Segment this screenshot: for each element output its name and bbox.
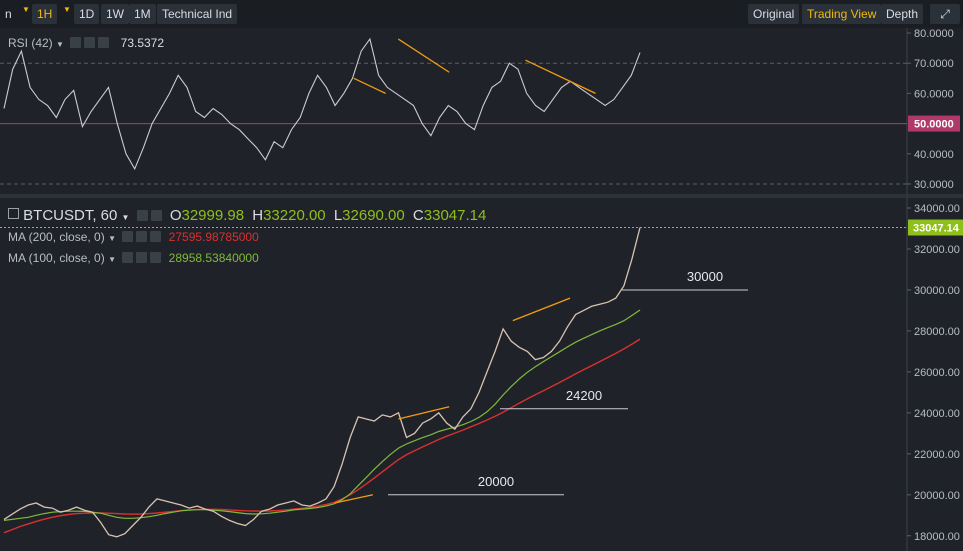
rsi-tick-label: 40.0000 [914,149,954,161]
interval-1h[interactable]: 1H [32,4,58,24]
settings-icon[interactable] [136,231,148,242]
symbol-label: BTCUSDT, 60 [23,207,118,224]
ma100-label: MA (100, close, 0) [8,251,105,265]
level-label-1: 24200 [566,388,602,403]
eye-icon[interactable] [122,252,134,263]
ma200-legend: MA (200, close, 0) ▼ 27595.98785000 [8,230,259,244]
rsi-series [3,37,641,171]
chevron-down-icon[interactable]: ▼ [22,5,30,14]
rsi-label: RSI (42) [8,36,53,50]
ma200-label: MA (200, close, 0) [8,230,105,244]
rsi-tick-label: 70.0000 [914,58,954,70]
eye-icon[interactable] [122,231,134,242]
chart-area[interactable]: 30000 24200 20000 80.0000 70.0000 60.0000 50.… [0,28,963,551]
low-value: 32690.00 [342,207,405,224]
price-tick-label: 24000.00 [914,408,960,420]
last-price-badge [908,219,963,236]
trendline-price-1 [398,406,450,420]
low-label: L [333,207,343,224]
rsi-tick-label: 30.0000 [914,179,954,191]
price-tick-label: 28000.00 [914,326,960,338]
settings-icon[interactable] [84,37,96,48]
technical-indicators-button[interactable]: Technical Ind [157,4,238,24]
price-tick-label: 22000.00 [914,449,960,461]
chevron-down-icon[interactable]: ▼ [63,5,71,14]
ma100-legend: MA (100, close, 0) ▼ 28958.53840000 [8,251,259,265]
view-depth[interactable]: Depth [881,4,924,24]
level-label-0: 30000 [687,269,723,284]
settings-icon[interactable] [150,210,162,221]
trendline-rsi-3 [353,77,386,94]
open-value: 32999.98 [181,207,245,224]
price-tick-label: 18000.00 [914,531,960,543]
price-tick-label: 32000.00 [914,244,960,256]
collapse-icon[interactable] [8,208,19,219]
interval-1d[interactable]: 1D [74,4,100,24]
interval-1m[interactable]: 1M [129,4,156,24]
eye-icon[interactable] [70,37,82,48]
rsi-value: 73.5372 [120,36,165,50]
price-legend: BTCUSDT, 60 ▼ O32999.98 H33220.00 L32690… [8,207,486,224]
price-tick-label: 30000.00 [914,285,960,297]
settings-icon[interactable] [136,252,148,263]
chevron-down-icon[interactable]: ▼ [56,40,64,49]
rsi-tick-label: 60.0000 [914,88,954,100]
last-price-label: 33047.14 [913,223,960,235]
close-icon[interactable] [150,252,162,263]
rsi-highlight-badge [908,115,960,132]
toolbar: n ▼ 1H ▼ 1D 1W 1M Technical Ind Original… [0,0,963,29]
fullscreen-icon[interactable]: ⤢ [930,4,960,24]
interval-1w[interactable]: 1W [101,4,129,24]
high-label: H [252,207,264,224]
trendline-rsi-5 [525,59,596,94]
price-series [3,227,641,538]
eye-icon[interactable] [136,210,148,221]
ma100-value: 28958.53840000 [168,251,259,265]
price-tick-label: 20000.00 [914,490,960,502]
price-tick-label: 26000.00 [914,367,960,379]
close-label: C [412,207,424,224]
close-icon[interactable] [98,37,110,48]
chevron-down-icon[interactable]: ▼ [108,234,116,243]
view-original[interactable]: Original [748,4,800,24]
ma200-value: 27595.98785000 [168,230,259,244]
trendline-price-2 [512,297,571,322]
trendline-price-0 [334,494,374,504]
rsi-highlight-label: 50.0000 [914,119,954,131]
ma100-series [3,309,641,521]
ma200-series [3,338,641,534]
rsi-tick-label: 80.0000 [914,28,954,40]
trendline-rsi-4 [397,38,450,73]
price-tick-label: 34000.00 [914,203,960,215]
chevron-down-icon[interactable]: ▼ [121,213,130,222]
chevron-down-icon[interactable]: ▼ [108,255,116,264]
close-value: 33047.14 [423,207,487,224]
high-value: 33220.00 [263,207,326,224]
rsi-legend: RSI (42) ▼ 73.5372 [8,36,164,50]
level-label-2: 20000 [478,474,514,489]
view-trading-view[interactable]: Trading View [802,4,882,24]
open-label: O [169,207,182,224]
interval-partial[interactable]: n [5,7,12,21]
close-icon[interactable] [150,231,162,242]
